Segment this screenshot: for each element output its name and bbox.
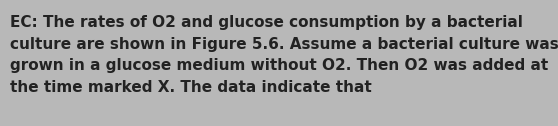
Text: EC: The rates of O2 and glucose consumption by a bacterial
culture are shown in : EC: The rates of O2 and glucose consumpt…	[10, 15, 558, 95]
